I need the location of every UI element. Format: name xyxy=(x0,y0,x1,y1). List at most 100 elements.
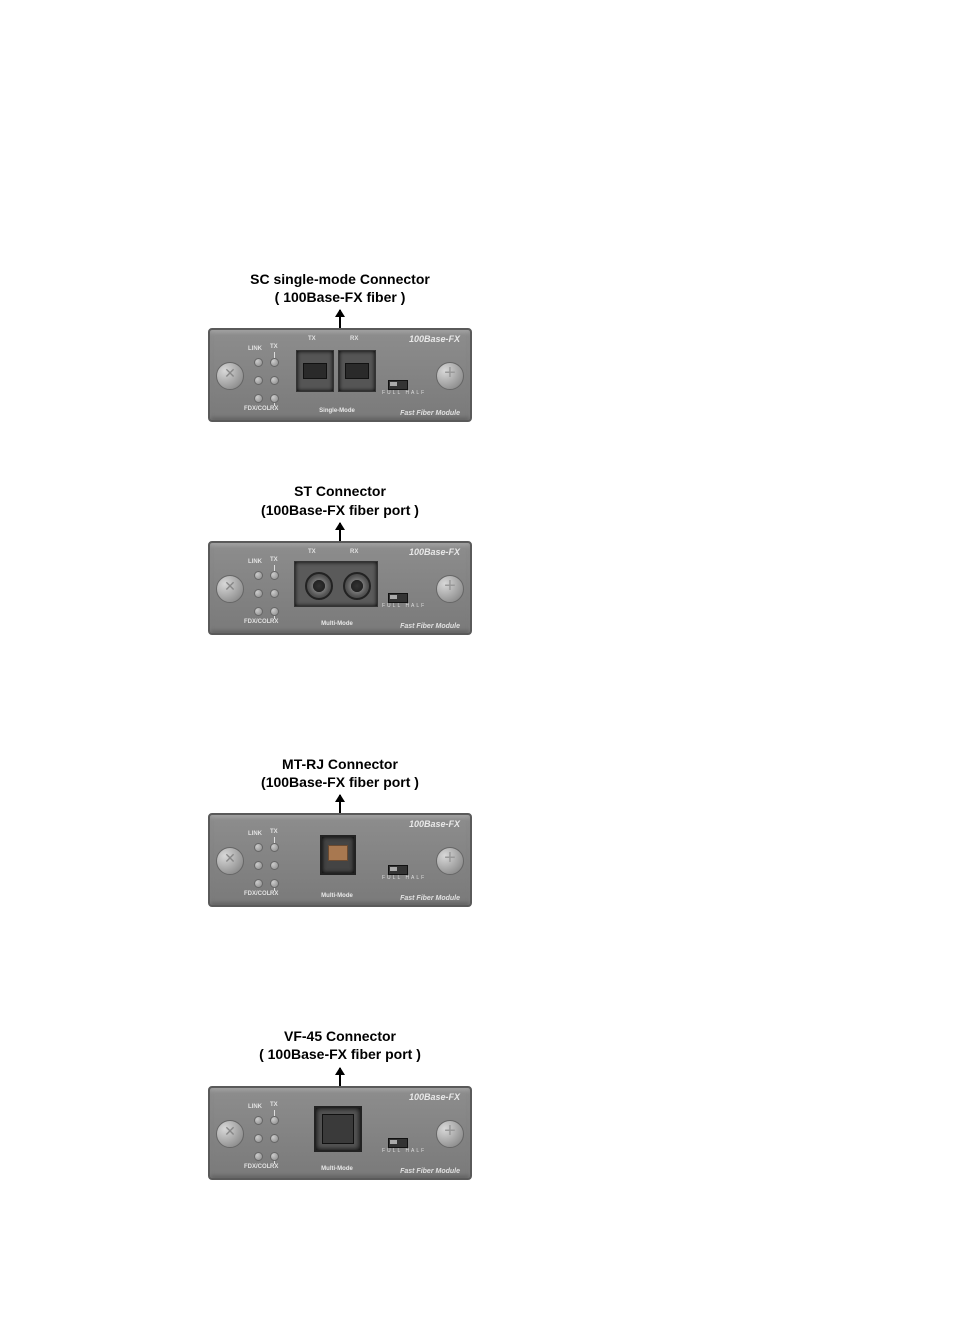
led-icon xyxy=(270,358,279,367)
screw-icon xyxy=(216,362,244,390)
tx-label: TX xyxy=(270,829,278,835)
port-area: TX RX Multi-Mode xyxy=(294,557,380,617)
port-area: Multi-Mode xyxy=(294,1102,380,1162)
module-type-label: 100Base-FX xyxy=(409,334,460,344)
link-label: LINK xyxy=(248,559,262,565)
dip-switch-icon xyxy=(388,593,408,603)
caption-line2: ( 100Base-FX fiber port ) xyxy=(259,1046,421,1062)
arrow xyxy=(140,795,540,813)
rx-label: RX xyxy=(270,619,278,625)
led-icon xyxy=(270,607,279,616)
screw-icon xyxy=(216,575,244,603)
led-icon xyxy=(254,358,263,367)
dip-labels: FULL HALF xyxy=(382,1148,426,1154)
led-icon xyxy=(270,1152,279,1161)
mtrj-port-icon xyxy=(320,835,356,875)
caption-line1: SC single-mode Connector xyxy=(250,271,430,287)
led-icon xyxy=(270,571,279,580)
rx-label: RX xyxy=(270,1164,278,1170)
dip-labels: FULL HALF xyxy=(382,390,426,396)
port-rx-label: RX xyxy=(350,549,358,555)
caption-line1: MT-RJ Connector xyxy=(282,756,398,772)
led-icon xyxy=(254,589,263,598)
module-type-label: 100Base-FX xyxy=(409,1092,460,1102)
port-rx-label: RX xyxy=(350,336,358,342)
led-icon xyxy=(254,1116,263,1125)
mode-label: Multi-Mode xyxy=(294,893,380,899)
led-icon xyxy=(254,571,263,580)
arrow xyxy=(140,523,540,541)
fdxcol-label: FDX/COL xyxy=(244,406,270,412)
arrow xyxy=(140,310,540,328)
dip-switch-icon xyxy=(388,865,408,875)
sc-port-icon xyxy=(296,350,334,392)
module-name-label: Fast Fiber Module xyxy=(400,410,460,417)
screw-icon xyxy=(436,362,464,390)
fdxcol-label: FDX/COL xyxy=(244,619,270,625)
led-icon xyxy=(270,394,279,403)
module-block-sc: SC single-mode Connector ( 100Base-FX fi… xyxy=(140,270,540,422)
arrow xyxy=(140,1068,540,1086)
link-label: LINK xyxy=(248,831,262,837)
fiber-module: 100Base-FX Fast Fiber Module LINK FDX/CO… xyxy=(208,541,472,635)
port-area: Multi-Mode xyxy=(294,829,380,889)
screw-icon xyxy=(216,847,244,875)
dip-switch-icon xyxy=(388,1138,408,1148)
caption-line2: (100Base-FX fiber port ) xyxy=(261,774,419,790)
screw-icon xyxy=(216,1120,244,1148)
caption: VF-45 Connector ( 100Base-FX fiber port … xyxy=(140,1027,540,1063)
dip-switch-icon xyxy=(388,380,408,390)
module-block-vf45: VF-45 Connector ( 100Base-FX fiber port … xyxy=(140,1027,540,1179)
caption-line1: VF-45 Connector xyxy=(284,1028,396,1044)
link-label: LINK xyxy=(248,346,262,352)
caption-line2: (100Base-FX fiber port ) xyxy=(261,502,419,518)
module-type-label: 100Base-FX xyxy=(409,819,460,829)
screw-icon xyxy=(436,575,464,603)
sc-port-icon xyxy=(338,350,376,392)
caption: ST Connector (100Base-FX fiber port ) xyxy=(140,482,540,518)
caption: SC single-mode Connector ( 100Base-FX fi… xyxy=(140,270,540,306)
led-icon xyxy=(270,376,279,385)
rx-label: RX xyxy=(270,406,278,412)
led-icon xyxy=(270,589,279,598)
led-icon xyxy=(254,394,263,403)
module-name-label: Fast Fiber Module xyxy=(400,623,460,630)
led-icon xyxy=(254,376,263,385)
vf45-port-icon xyxy=(314,1106,362,1152)
tx-label: TX xyxy=(270,557,278,563)
tx-label: TX xyxy=(270,1102,278,1108)
led-icon xyxy=(254,879,263,888)
fiber-module: 100Base-FX Fast Fiber Module LINK FDX/CO… xyxy=(208,813,472,907)
module-type-label: 100Base-FX xyxy=(409,547,460,557)
page: SC single-mode Connector ( 100Base-FX fi… xyxy=(0,0,954,1320)
mode-label: Single-Mode xyxy=(294,408,380,414)
led-icon xyxy=(270,1134,279,1143)
dip-labels: FULL HALF xyxy=(382,603,426,609)
module-name-label: Fast Fiber Module xyxy=(400,895,460,902)
port-area: TX RX Single-Mode xyxy=(294,344,380,404)
st-port-icon xyxy=(343,572,371,600)
led-icon xyxy=(270,1116,279,1125)
mode-label: Multi-Mode xyxy=(294,621,380,627)
led-icon xyxy=(254,1152,263,1161)
led-icon xyxy=(254,607,263,616)
fiber-module: 100Base-FX Fast Fiber Module LINK FDX/CO… xyxy=(208,328,472,422)
st-plate xyxy=(294,561,378,607)
port-tx-label: TX xyxy=(308,549,316,555)
caption: MT-RJ Connector (100Base-FX fiber port ) xyxy=(140,755,540,791)
module-name-label: Fast Fiber Module xyxy=(400,1168,460,1175)
dip-labels: FULL HALF xyxy=(382,875,426,881)
st-port-icon xyxy=(305,572,333,600)
tx-label: TX xyxy=(270,344,278,350)
caption-line1: ST Connector xyxy=(294,483,386,499)
fiber-module: 100Base-FX Fast Fiber Module LINK FDX/CO… xyxy=(208,1086,472,1180)
port-tx-label: TX xyxy=(308,336,316,342)
led-icon xyxy=(254,861,263,870)
rx-label: RX xyxy=(270,891,278,897)
module-block-st: ST Connector (100Base-FX fiber port ) 10… xyxy=(140,482,540,634)
link-label: LINK xyxy=(248,1104,262,1110)
screw-icon xyxy=(436,1120,464,1148)
led-icon xyxy=(254,1134,263,1143)
caption-line2: ( 100Base-FX fiber ) xyxy=(275,289,406,305)
fdxcol-label: FDX/COL xyxy=(244,891,270,897)
